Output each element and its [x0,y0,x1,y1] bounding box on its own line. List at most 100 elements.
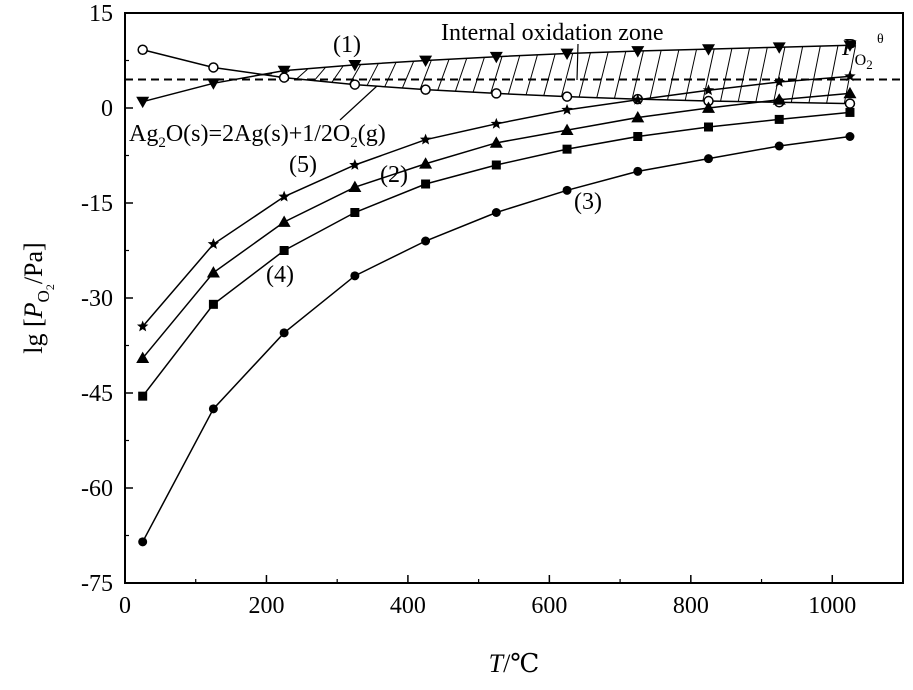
hatch-line [295,68,308,80]
hatch-line [826,45,839,104]
data-point [419,133,432,145]
hatch-line [737,48,751,102]
data-point [136,320,149,332]
data-point [632,93,644,105]
data-point [772,42,786,54]
data-point [348,60,362,72]
curve-label-2: (2) [380,162,408,188]
y-axis-label-symbol: P [19,302,48,319]
hatch-line [808,46,821,104]
data-point [278,190,290,202]
data-point [419,55,433,67]
hatch-line [313,67,326,82]
data-point [206,266,220,278]
curve-label-5: (5) [289,152,317,178]
x-tick-label: 400 [390,593,426,619]
hatch-line [755,47,768,103]
y-axis-label-suffix: /Pa] [19,242,48,284]
data-point [772,93,786,105]
x-tick-label: 0 [119,593,131,619]
y-axis-label-subsub: 2 [43,284,57,290]
data-point [704,154,713,164]
annotation-group: Internal oxidation zonePO2θAg2O(s)=2Ag(s… [129,20,884,288]
y-tick-label: 0 [101,96,113,122]
data-point [489,51,503,64]
hatch-line [543,54,556,96]
data-point [419,157,433,169]
data-point [633,132,643,141]
x-tick-label: 600 [531,593,567,619]
hatch-line [366,63,379,87]
x-tick-label: 800 [673,593,709,619]
hatch-line [507,55,521,95]
hatch-line [596,52,609,98]
hatch-line [613,51,627,99]
hatch-line [401,61,415,89]
zone-label: Internal oxidation zone [441,20,664,46]
hatch-line [773,47,786,103]
data-point [206,78,220,90]
data-point [491,160,501,170]
hatch-line [454,58,468,92]
zone-pointer [576,43,579,81]
hatched-region [260,45,857,104]
series-line [142,111,851,397]
data-point [420,84,431,95]
data-point [773,76,785,87]
data-point [562,185,572,195]
series-5 [138,132,855,547]
data-point [774,141,784,151]
reaction-sub: 2 [158,135,166,151]
hatch-line [437,59,450,91]
data-point [844,98,856,109]
data-point [349,159,361,170]
data-point [561,91,573,102]
data-point [138,537,148,547]
data-point [489,136,503,148]
hatch-line [578,52,591,98]
axes-group: 0 200 400 600 800 1000 15 0 -15 -30 -45 -60 -75 T/℃ lg… [19,1,904,678]
data-point [208,404,218,414]
p-o2-theta-label: PO2 [841,35,873,72]
data-point [208,62,219,73]
data-point [208,299,218,309]
data-point [349,79,361,90]
p-sup: θ [877,32,884,47]
data-point [421,179,431,189]
series-4 [138,107,855,401]
data-point [562,144,572,154]
data-point [279,328,289,338]
data-point [631,46,645,58]
data-point [278,72,290,83]
data-point [136,96,150,109]
data-point [421,236,431,246]
data-point [560,48,574,61]
p-subsub: 2 [866,57,873,72]
curve-label-1: (1) [333,32,361,58]
hatch-line [490,56,503,94]
series-group [136,40,857,547]
reaction-part: (g) [358,121,386,147]
reaction-part: Ag [129,121,158,147]
data-point [845,132,855,141]
data-point [844,70,856,82]
data-point [138,391,148,401]
reaction-label: Ag2O(s)=2Ag(s)+1/2O2(g) [129,121,386,151]
data-point [631,111,645,123]
y-axis-label-prefix: lg [ [19,318,48,353]
data-point [561,103,573,115]
hatch-line [525,54,538,96]
hatch-line [666,49,680,101]
reaction-pointer [339,85,378,121]
data-point [137,44,148,55]
x-axis-label: T/℃ [489,649,540,678]
x-axis-label-unit: /℃ [503,649,539,678]
y-tick-label: -60 [81,476,113,502]
x-tick-label: 200 [248,593,284,619]
series-line [142,75,851,327]
hatch-line [649,50,662,100]
hatch-line [790,46,804,103]
hatch-line [472,57,485,93]
